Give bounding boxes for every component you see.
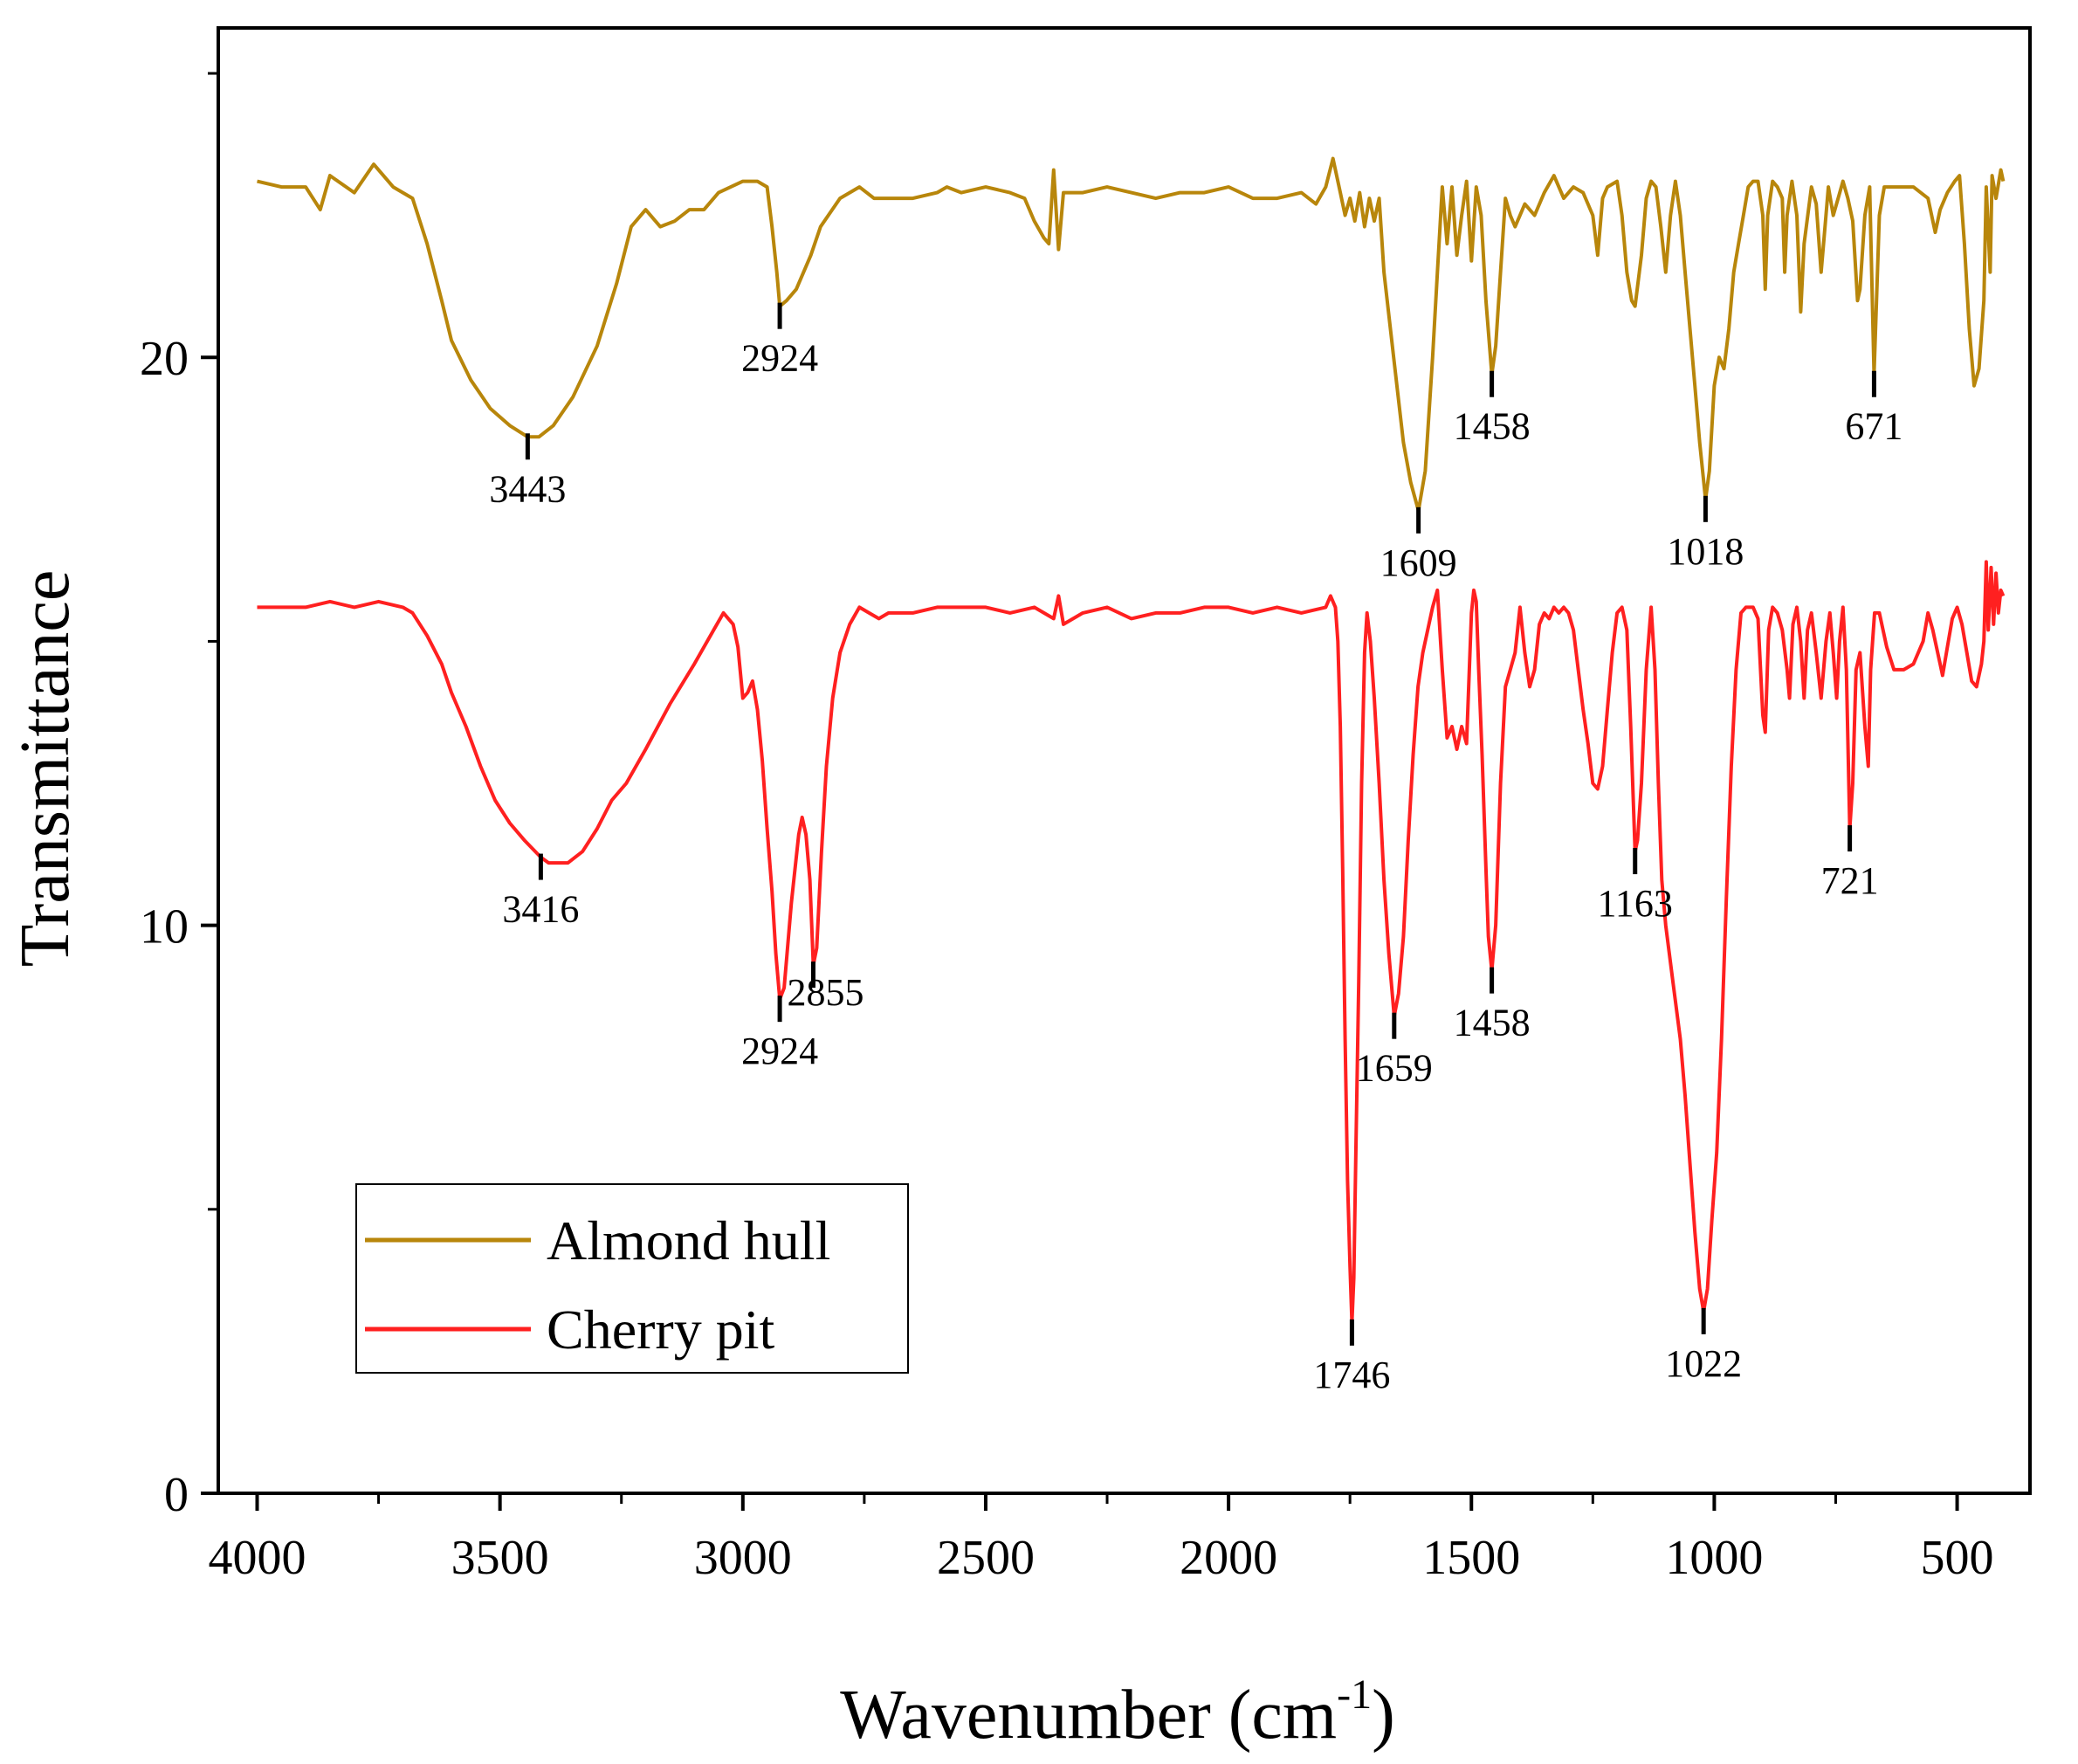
axis-ticks: 4000 3500 3000 2500 2000 1500 1000 500 0 10 20 [140, 72, 1994, 1585]
peak-label: 2855 [787, 971, 864, 1014]
x-tick-label: 1000 [1665, 1531, 1763, 1585]
y-tick-label: 10 [140, 900, 189, 954]
x-tick-label: 2000 [1180, 1531, 1277, 1585]
y-tick-label: 0 [164, 1468, 189, 1522]
peak-label: 671 [1845, 405, 1903, 448]
legend-label-cherry-pit: Cherry pit [547, 1299, 775, 1361]
y-tick-label: 20 [140, 332, 189, 386]
peak-label: 3416 [502, 888, 579, 931]
x-tick-label: 1500 [1422, 1531, 1520, 1585]
peak-label: 1163 [1598, 882, 1673, 925]
x-tick-label: 2500 [937, 1531, 1035, 1585]
peak-label: 721 [1821, 859, 1879, 902]
peak-label: 1458 [1454, 1002, 1531, 1044]
x-tick-label: 500 [1921, 1531, 1994, 1585]
legend-box [355, 1183, 909, 1374]
x-tick-label: 3500 [451, 1531, 549, 1585]
x-tick-label: 4000 [209, 1531, 306, 1585]
peak-label: 2924 [741, 1030, 818, 1072]
peak-label: 3443 [489, 467, 566, 510]
peak-label: 2924 [741, 337, 818, 380]
series-line-cherry-pit [257, 560, 2006, 1325]
peak-label: 1609 [1380, 541, 1457, 584]
series-line-almond-hull [257, 156, 2006, 513]
peak-label: 1022 [1665, 1342, 1742, 1385]
x-axis-title-main: Wavenumber (cm [840, 1677, 1337, 1754]
peak-annotations: 3443 2924 1609 1458 1018 671 3416 2924 2855 1746 1… [489, 302, 1903, 1396]
peak-label: 1659 [1356, 1047, 1433, 1090]
x-tick-label: 3000 [694, 1531, 792, 1585]
x-axis-title-suffix: ) [1372, 1677, 1395, 1754]
plot-frame [217, 26, 2032, 1495]
x-axis-title-superscript: -1 [1337, 1671, 1372, 1718]
legend-label-almond-hull: Almond hull [547, 1209, 830, 1271]
y-axis-title: Transmittance [7, 570, 84, 968]
peak-label: 1746 [1313, 1354, 1390, 1396]
series-lines [257, 156, 2006, 1325]
x-axis-title: Wavenumber (cm-1) [840, 1671, 1395, 1754]
peak-label: 1018 [1667, 530, 1744, 573]
plot-area-border [217, 26, 2032, 1495]
legend: Almond hull Cherry pit [355, 1183, 909, 1374]
peak-label: 1458 [1454, 405, 1531, 448]
